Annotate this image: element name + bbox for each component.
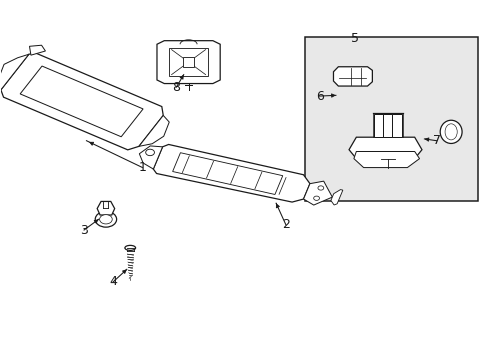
Circle shape [100, 215, 112, 224]
Polygon shape [153, 144, 309, 202]
Polygon shape [97, 202, 115, 215]
Polygon shape [172, 153, 282, 194]
Ellipse shape [444, 124, 456, 140]
Ellipse shape [124, 246, 135, 250]
Polygon shape [348, 137, 421, 159]
Text: 5: 5 [350, 32, 358, 45]
Polygon shape [157, 41, 220, 84]
Polygon shape [0, 54, 29, 90]
Polygon shape [382, 114, 392, 137]
Circle shape [317, 186, 323, 190]
Polygon shape [1, 53, 163, 150]
Polygon shape [29, 45, 45, 55]
Polygon shape [391, 114, 401, 137]
Text: 8: 8 [172, 81, 180, 94]
Polygon shape [139, 146, 162, 169]
Circle shape [313, 196, 319, 201]
Polygon shape [169, 48, 207, 76]
Polygon shape [373, 114, 383, 137]
Polygon shape [330, 190, 342, 205]
Bar [305, 37, 477, 202]
Polygon shape [353, 152, 419, 167]
Polygon shape [333, 67, 372, 86]
Polygon shape [303, 181, 332, 205]
Circle shape [145, 149, 154, 156]
Text: 1: 1 [138, 161, 146, 174]
Polygon shape [20, 66, 143, 137]
Circle shape [95, 211, 116, 227]
Text: 7: 7 [432, 134, 440, 147]
Bar [183, 57, 194, 67]
Polygon shape [139, 116, 169, 147]
Text: 3: 3 [80, 224, 88, 237]
Text: 6: 6 [315, 90, 323, 103]
Text: 4: 4 [109, 275, 117, 288]
Ellipse shape [439, 120, 461, 143]
Text: 2: 2 [281, 218, 289, 231]
